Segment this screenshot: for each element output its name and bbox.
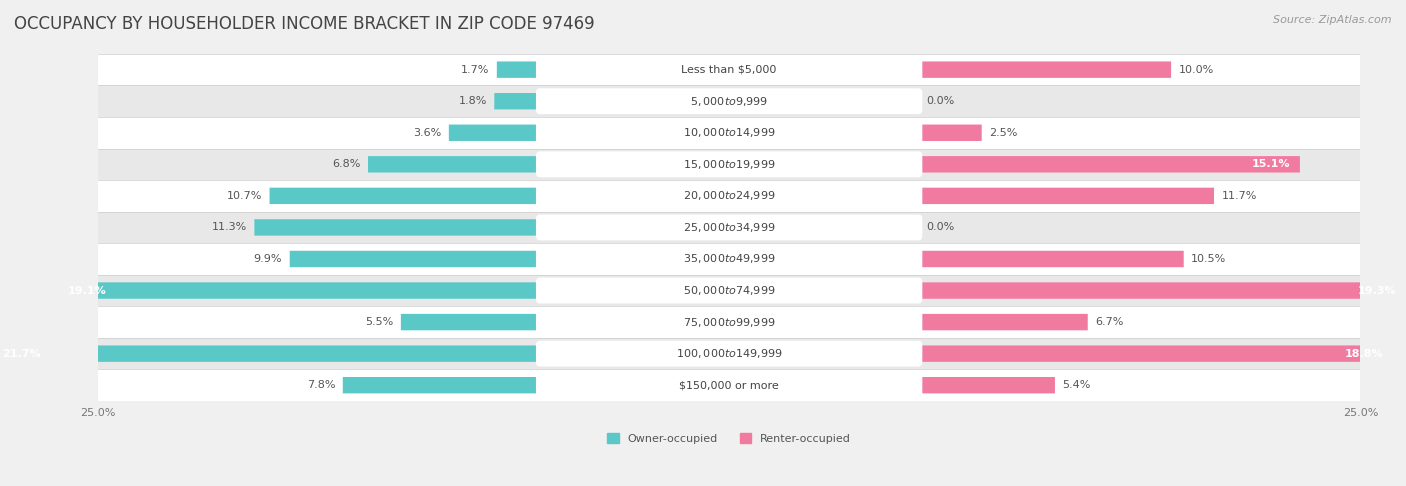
FancyBboxPatch shape bbox=[495, 93, 540, 109]
FancyBboxPatch shape bbox=[536, 246, 922, 272]
FancyBboxPatch shape bbox=[536, 151, 922, 177]
Text: 0.0%: 0.0% bbox=[927, 223, 955, 232]
Text: 18.8%: 18.8% bbox=[1344, 348, 1384, 359]
Text: 2.5%: 2.5% bbox=[990, 128, 1018, 138]
Bar bbox=[98, 180, 1361, 212]
Text: 10.0%: 10.0% bbox=[1178, 65, 1213, 75]
Text: 0.0%: 0.0% bbox=[927, 96, 955, 106]
Bar bbox=[98, 338, 1361, 369]
FancyBboxPatch shape bbox=[918, 314, 1088, 330]
Bar bbox=[98, 86, 1361, 117]
Text: $35,000 to $49,999: $35,000 to $49,999 bbox=[683, 253, 775, 265]
FancyBboxPatch shape bbox=[536, 88, 922, 114]
FancyBboxPatch shape bbox=[496, 61, 540, 78]
FancyBboxPatch shape bbox=[918, 188, 1213, 204]
Text: 6.8%: 6.8% bbox=[332, 159, 360, 169]
Text: 5.5%: 5.5% bbox=[366, 317, 394, 327]
Text: $10,000 to $14,999: $10,000 to $14,999 bbox=[683, 126, 775, 139]
Bar bbox=[98, 369, 1361, 401]
Bar bbox=[98, 117, 1361, 149]
Text: 19.1%: 19.1% bbox=[67, 286, 107, 295]
FancyBboxPatch shape bbox=[401, 314, 540, 330]
Text: $150,000 or more: $150,000 or more bbox=[679, 380, 779, 390]
FancyBboxPatch shape bbox=[536, 309, 922, 335]
Bar bbox=[98, 243, 1361, 275]
FancyBboxPatch shape bbox=[536, 341, 922, 366]
Text: Less than $5,000: Less than $5,000 bbox=[682, 65, 778, 75]
Text: 1.8%: 1.8% bbox=[458, 96, 486, 106]
Bar bbox=[98, 306, 1361, 338]
Text: 15.1%: 15.1% bbox=[1251, 159, 1289, 169]
FancyBboxPatch shape bbox=[536, 278, 922, 303]
Text: Source: ZipAtlas.com: Source: ZipAtlas.com bbox=[1274, 15, 1392, 25]
Text: 7.8%: 7.8% bbox=[307, 380, 335, 390]
FancyBboxPatch shape bbox=[290, 251, 540, 267]
FancyBboxPatch shape bbox=[536, 183, 922, 209]
Text: $50,000 to $74,999: $50,000 to $74,999 bbox=[683, 284, 775, 297]
Text: OCCUPANCY BY HOUSEHOLDER INCOME BRACKET IN ZIP CODE 97469: OCCUPANCY BY HOUSEHOLDER INCOME BRACKET … bbox=[14, 15, 595, 33]
Text: $75,000 to $99,999: $75,000 to $99,999 bbox=[683, 315, 775, 329]
Text: $25,000 to $34,999: $25,000 to $34,999 bbox=[683, 221, 775, 234]
Text: 10.5%: 10.5% bbox=[1191, 254, 1226, 264]
Text: $5,000 to $9,999: $5,000 to $9,999 bbox=[690, 95, 768, 108]
FancyBboxPatch shape bbox=[254, 219, 540, 236]
Text: $20,000 to $24,999: $20,000 to $24,999 bbox=[683, 190, 775, 202]
FancyBboxPatch shape bbox=[918, 61, 1171, 78]
FancyBboxPatch shape bbox=[918, 156, 1301, 173]
Text: 21.7%: 21.7% bbox=[1, 348, 41, 359]
Text: 19.3%: 19.3% bbox=[1357, 286, 1396, 295]
FancyBboxPatch shape bbox=[536, 120, 922, 146]
FancyBboxPatch shape bbox=[0, 346, 540, 362]
FancyBboxPatch shape bbox=[270, 188, 540, 204]
Legend: Owner-occupied, Renter-occupied: Owner-occupied, Renter-occupied bbox=[605, 430, 855, 448]
FancyBboxPatch shape bbox=[918, 124, 981, 141]
FancyBboxPatch shape bbox=[449, 124, 540, 141]
FancyBboxPatch shape bbox=[343, 377, 540, 393]
FancyBboxPatch shape bbox=[918, 346, 1393, 362]
Bar bbox=[98, 149, 1361, 180]
FancyBboxPatch shape bbox=[918, 251, 1184, 267]
Bar bbox=[98, 212, 1361, 243]
Bar bbox=[98, 54, 1361, 86]
FancyBboxPatch shape bbox=[536, 57, 922, 83]
Text: 6.7%: 6.7% bbox=[1095, 317, 1123, 327]
Text: 5.4%: 5.4% bbox=[1063, 380, 1091, 390]
FancyBboxPatch shape bbox=[58, 282, 540, 299]
Bar bbox=[98, 275, 1361, 306]
Text: 1.7%: 1.7% bbox=[461, 65, 489, 75]
FancyBboxPatch shape bbox=[918, 377, 1054, 393]
Text: 11.7%: 11.7% bbox=[1222, 191, 1257, 201]
Text: $15,000 to $19,999: $15,000 to $19,999 bbox=[683, 158, 775, 171]
Text: 11.3%: 11.3% bbox=[211, 223, 247, 232]
FancyBboxPatch shape bbox=[536, 214, 922, 241]
Text: 3.6%: 3.6% bbox=[413, 128, 441, 138]
Text: 10.7%: 10.7% bbox=[226, 191, 262, 201]
Text: $100,000 to $149,999: $100,000 to $149,999 bbox=[676, 347, 783, 360]
FancyBboxPatch shape bbox=[918, 282, 1406, 299]
FancyBboxPatch shape bbox=[536, 372, 922, 398]
Text: 9.9%: 9.9% bbox=[253, 254, 283, 264]
FancyBboxPatch shape bbox=[368, 156, 540, 173]
